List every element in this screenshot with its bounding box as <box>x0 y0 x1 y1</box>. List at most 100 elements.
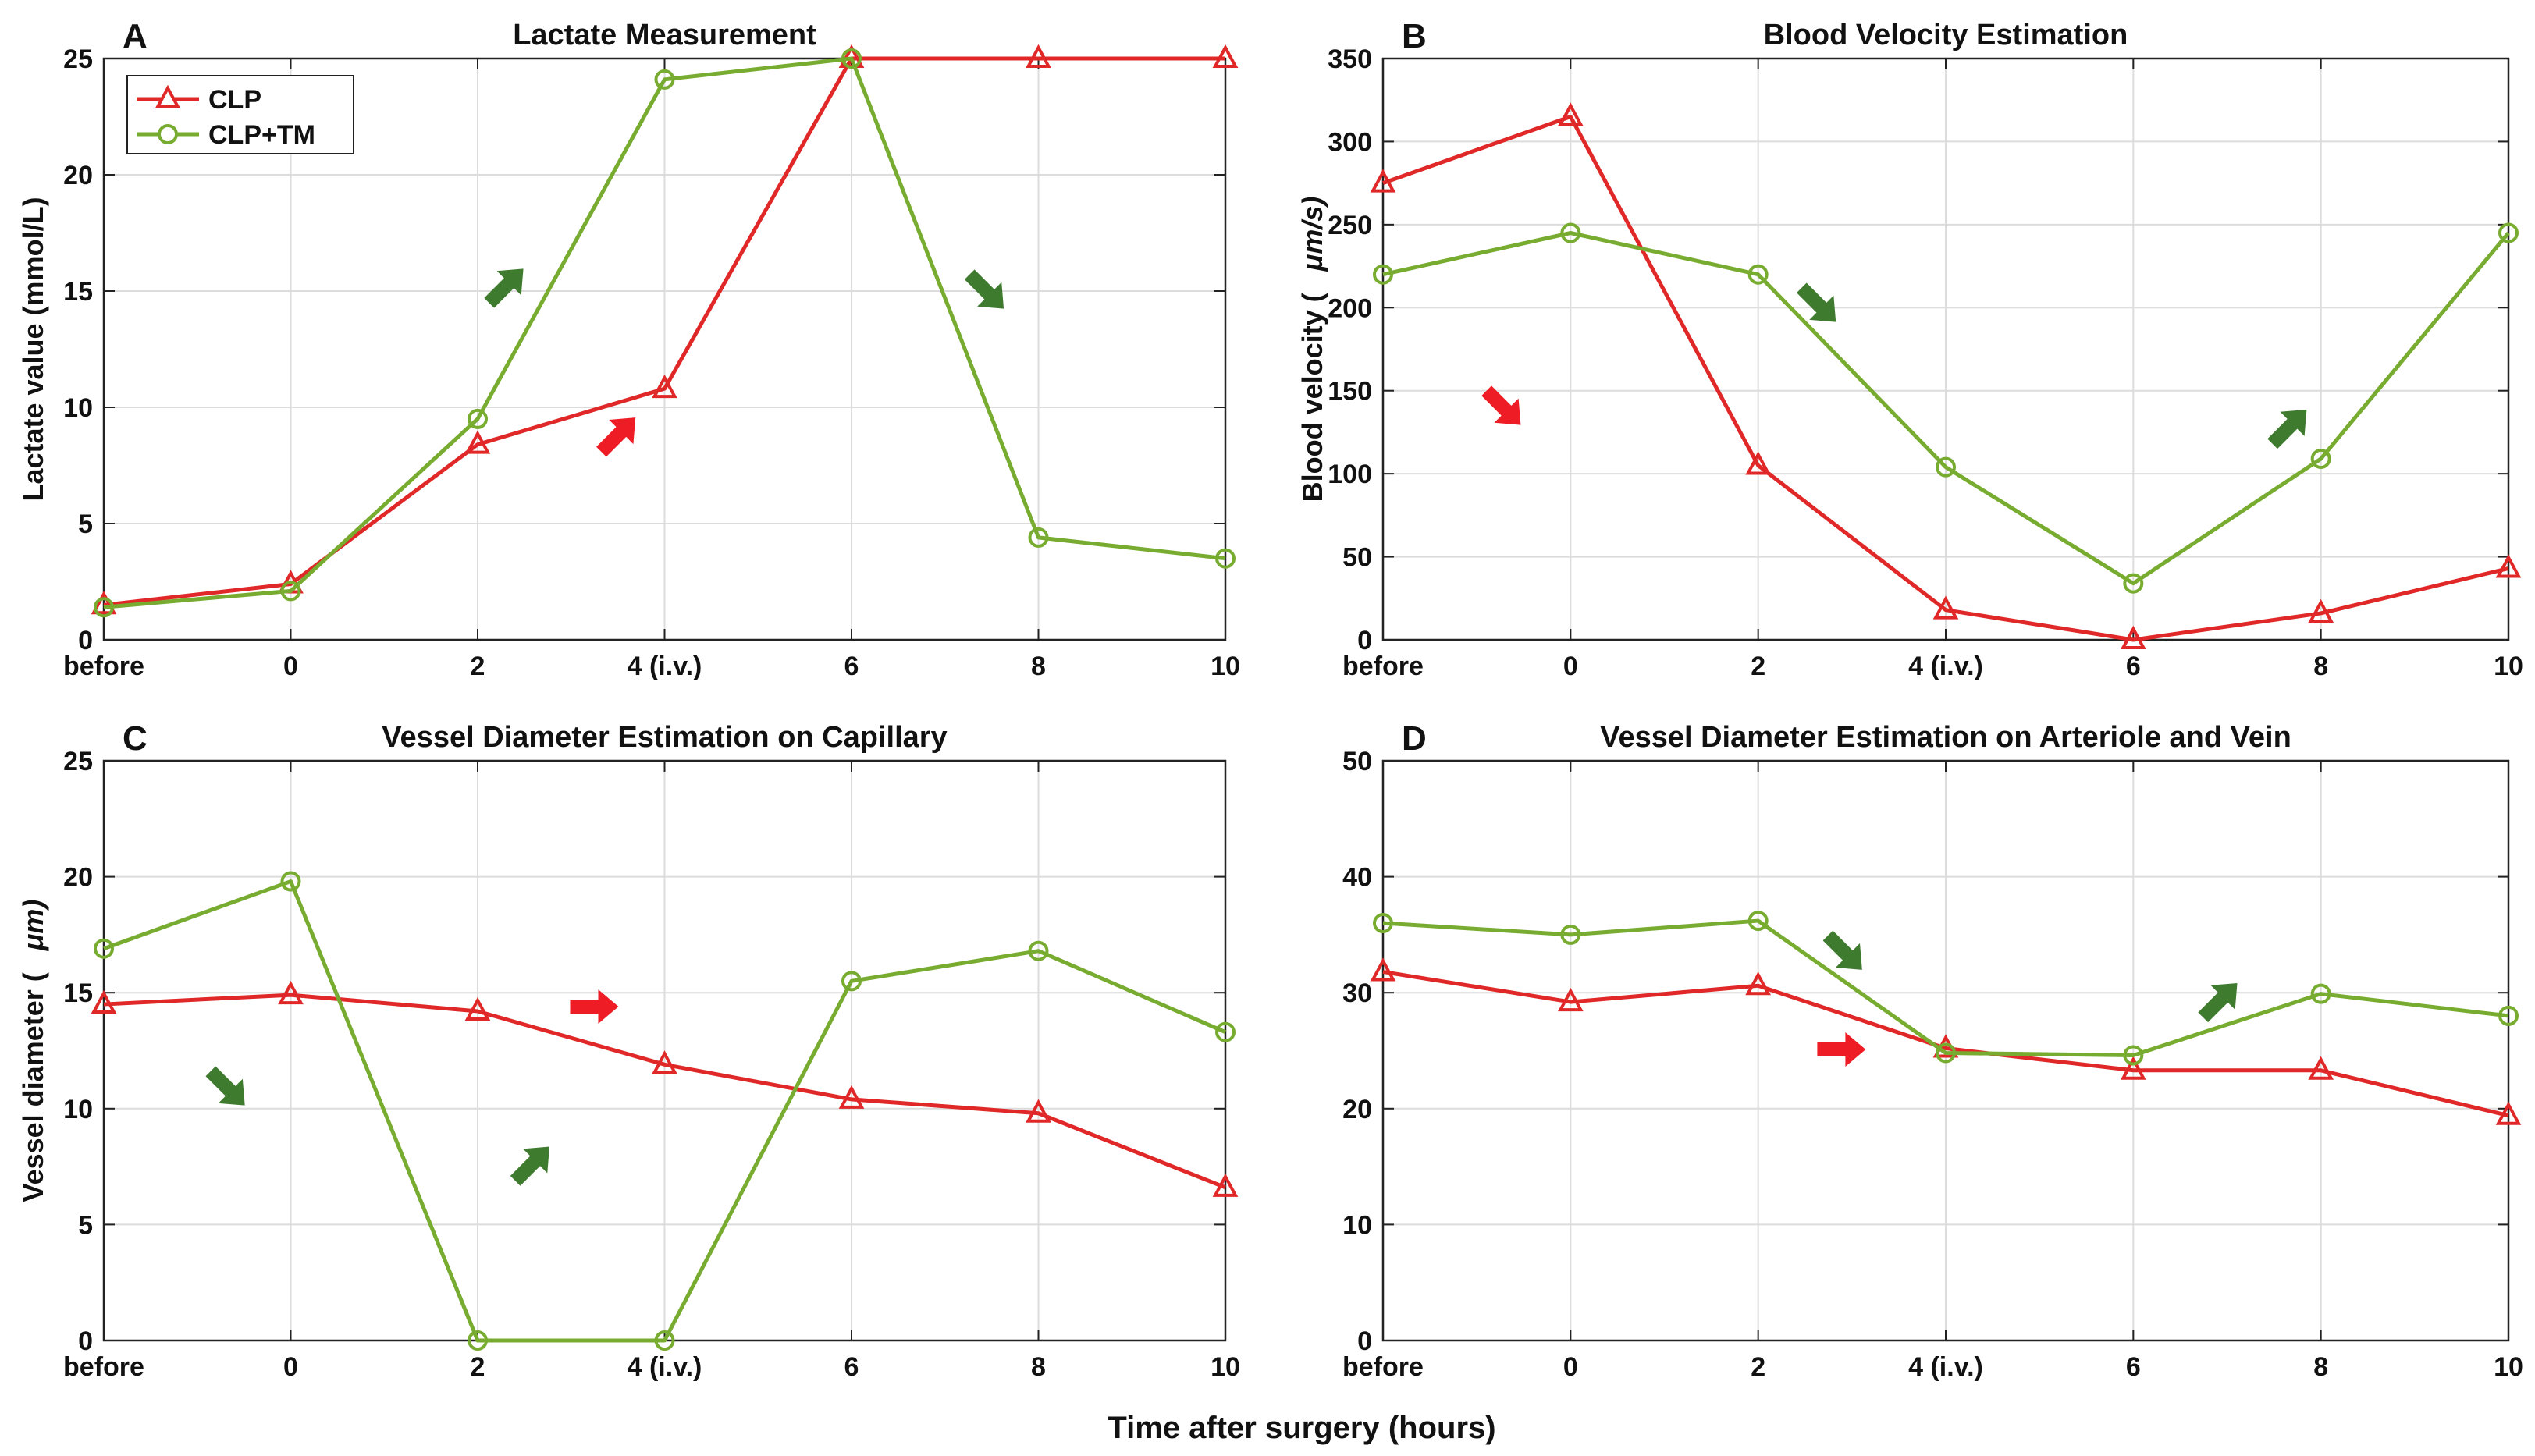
x-tick-label: 8 <box>1031 1352 1046 1382</box>
data-point-clp-tm <box>841 971 862 992</box>
green-arrow-annotation <box>1796 282 1836 322</box>
series-line-clp <box>103 993 1226 1190</box>
y-tick-label: 20 <box>1342 1095 1372 1124</box>
data-point-clp <box>91 591 117 615</box>
data-point-clp <box>464 996 491 1021</box>
y-tick-label: 5 <box>78 510 93 539</box>
y-axis-label-part: μm/s) <box>1296 197 1328 272</box>
data-point-clp-tm <box>2123 573 2144 594</box>
global-xlabel: Time after surgery (hours) <box>1108 1411 1495 1445</box>
x-tick-label: 0 <box>1563 652 1578 681</box>
x-tick-label: 10 <box>1211 1352 1240 1382</box>
data-point-clp <box>1745 451 1772 475</box>
data-point-clp <box>1212 1173 1239 1197</box>
y-tick-label: 0 <box>1357 626 1372 655</box>
x-tick-label: 2 <box>471 1352 485 1382</box>
data-point-clp-tm <box>1936 456 1956 478</box>
data-point-clp-tm <box>94 597 114 618</box>
series-line-clp-tm <box>103 879 1226 1343</box>
y-tick-label: 0 <box>78 1326 93 1356</box>
data-point-clp-tm <box>2498 1005 2519 1026</box>
y-tick-label: 300 <box>1328 127 1372 157</box>
data-point-clp-tm <box>1747 911 1769 932</box>
series-line-clp <box>103 56 1225 607</box>
chart-title: Vessel Diameter Estimation on Capillary <box>382 721 947 754</box>
panel-letter: D <box>1402 719 1427 758</box>
y-tick-label: 250 <box>1328 211 1372 240</box>
data-point-clp-tm <box>468 1330 488 1351</box>
y-axis-label-part: Blood velocity ( <box>1296 293 1328 502</box>
x-tick-label: before <box>63 1352 144 1382</box>
data-point-clp-tm <box>1560 924 1581 945</box>
series-line-clp <box>1382 969 2509 1118</box>
green-arrow-annotation <box>510 1146 550 1186</box>
y-axis-label-part: μm) <box>17 900 49 952</box>
x-tick-label: 6 <box>2126 1352 2141 1382</box>
data-point-clp <box>1212 44 1239 68</box>
x-tick-label: 6 <box>2126 652 2141 681</box>
red-arrow-annotation <box>570 989 619 1025</box>
data-point-clp <box>1557 987 1584 1012</box>
green-arrow-annotation <box>484 268 524 308</box>
y-tick-label: 5 <box>78 1210 93 1240</box>
y-tick-label: 20 <box>63 161 93 190</box>
y-tick-label: 100 <box>1328 460 1372 489</box>
x-tick-label: 4 (i.v.) <box>1908 1352 1983 1382</box>
x-tick-label: 6 <box>844 1352 859 1382</box>
red-arrow-annotation <box>1817 1032 1866 1067</box>
data-point-clp <box>2308 598 2334 623</box>
data-point-clp <box>2495 1101 2522 1125</box>
x-tick-label: 0 <box>283 652 298 681</box>
x-tick-label: 2 <box>1751 1352 1765 1382</box>
green-arrow-annotation <box>964 269 1004 309</box>
data-point-clp-tm <box>280 581 301 602</box>
x-tick-label: before <box>1342 1352 1424 1382</box>
data-point-clp <box>1370 169 1396 193</box>
data-point-clp <box>1026 44 1051 68</box>
y-tick-label: 50 <box>1342 747 1372 776</box>
y-tick-label: 0 <box>78 626 93 655</box>
y-tick-label: 200 <box>1328 293 1372 323</box>
x-tick-label: 4 (i.v.) <box>628 1352 702 1382</box>
data-point-clp <box>464 430 491 454</box>
data-point-clp <box>278 980 304 1005</box>
chart-panel-b: before 0 2 4 (i.v.) 6 8 1005010015020025030035… <box>1296 17 2523 681</box>
data-point-clp <box>2120 1056 2146 1080</box>
x-tick-label: 8 <box>2313 1352 2328 1382</box>
data-point-clp <box>2495 554 2522 578</box>
data-point-clp-tm <box>1215 548 1236 569</box>
data-point-clp-tm <box>1936 1042 1956 1064</box>
x-tick-label: 2 <box>1751 652 1765 681</box>
x-tick-label: 10 <box>2494 1352 2523 1382</box>
data-point-clp-tm <box>2310 983 2331 1004</box>
data-point-clp-tm <box>654 69 675 90</box>
x-tick-label: 8 <box>1031 652 1046 681</box>
panel-letter: C <box>123 719 148 758</box>
x-tick-label: 4 (i.v.) <box>1908 652 1983 681</box>
data-point-clp-tm <box>841 48 862 69</box>
y-tick-label: 10 <box>1342 1210 1372 1240</box>
green-arrow-annotation <box>1822 930 1862 970</box>
green-arrow-annotation <box>2198 982 2238 1023</box>
y-tick-label: 25 <box>63 747 93 776</box>
y-tick-label: 10 <box>63 1095 93 1124</box>
data-point-clp <box>2120 625 2146 649</box>
y-tick-label: 150 <box>1328 377 1372 407</box>
series-line-clp <box>1382 115 2509 642</box>
data-point-clp-tm <box>1560 222 1581 243</box>
data-point-clp-tm <box>1215 1021 1236 1042</box>
y-tick-label: 350 <box>1328 44 1372 74</box>
series-line-clp-tm <box>1382 231 2510 586</box>
legend-marker <box>155 84 181 108</box>
chart-title: Blood Velocity Estimation <box>1764 19 2128 51</box>
y-axis-label: Lactate value (mmol/L) <box>17 197 49 501</box>
x-tick-label: before <box>63 652 144 681</box>
y-tick-label: 40 <box>1342 863 1372 893</box>
data-point-clp <box>1557 102 1584 126</box>
chart-title: Vessel Diameter Estimation on Arteriole … <box>1600 721 2291 754</box>
x-tick-label: before <box>1342 652 1424 681</box>
y-tick-label: 50 <box>1342 543 1372 573</box>
chart-title: Lactate Measurement <box>513 19 816 51</box>
